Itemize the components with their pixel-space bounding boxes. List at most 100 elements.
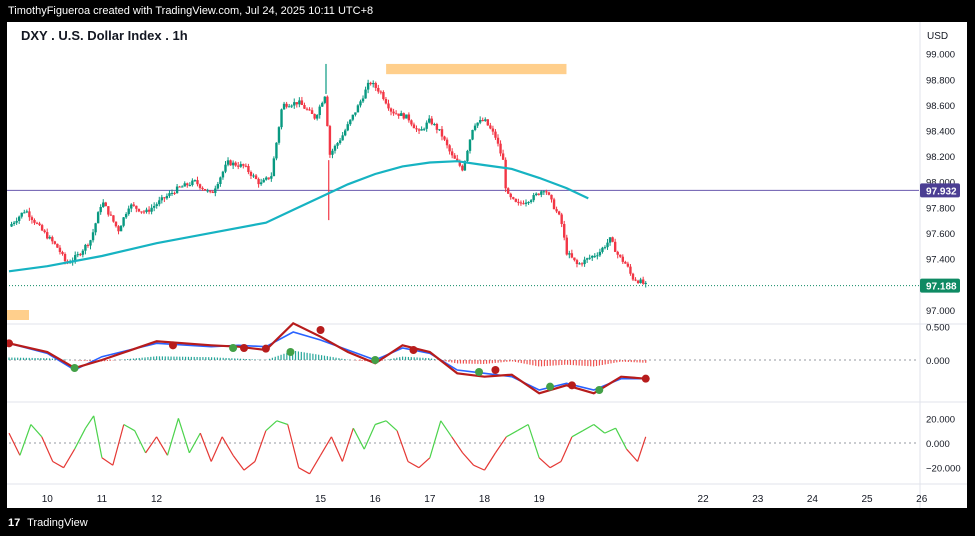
candle-body <box>124 213 128 218</box>
oscillator-segment <box>549 460 562 469</box>
candle-body <box>33 219 36 223</box>
candle-body <box>501 153 505 160</box>
candle-body <box>206 190 209 192</box>
candle-body <box>132 204 135 206</box>
oscillator-segment <box>112 424 125 466</box>
candle-body <box>394 113 398 115</box>
moving-average-line <box>8 160 589 273</box>
snapshot-caption: TimothyFigueroa created with TradingView… <box>0 0 975 22</box>
candle-body <box>216 184 220 189</box>
oscillator-segment <box>254 430 267 462</box>
candle-body <box>453 155 456 159</box>
candle-body <box>303 104 306 109</box>
macd-cross-marker <box>286 348 295 356</box>
candle-body <box>15 220 18 223</box>
candle-body <box>547 192 551 195</box>
candle-body <box>209 190 212 192</box>
candle-body <box>173 192 176 194</box>
candle-body <box>290 105 293 107</box>
candle-body <box>234 162 237 166</box>
oscillator-tick-label: −20.000 <box>926 464 961 475</box>
candle-body <box>323 96 327 103</box>
candle-body <box>532 195 535 201</box>
candle-body <box>262 179 265 183</box>
candle-body <box>79 254 82 256</box>
candle-body <box>463 160 467 171</box>
candle-body <box>226 160 230 165</box>
oscillator-segment <box>527 424 540 458</box>
candle-body <box>155 204 158 206</box>
macd-cross-marker <box>641 374 650 383</box>
candle-body <box>351 114 355 120</box>
oscillator-segment <box>516 423 529 432</box>
candle-body <box>519 202 523 204</box>
candle-body <box>529 200 533 203</box>
candle-body <box>486 119 490 126</box>
time-tick-label: 17 <box>424 494 436 505</box>
candle-body <box>476 122 479 126</box>
currency-label: USD <box>927 31 948 42</box>
candle-body <box>12 222 16 224</box>
candle-body <box>641 279 645 284</box>
oscillator-segment <box>494 436 507 454</box>
oscillator-segment <box>210 436 223 462</box>
candle-body <box>257 178 260 185</box>
candle-body <box>102 202 105 207</box>
candle-body <box>384 99 388 104</box>
candle-body <box>229 160 232 166</box>
tradingview-footer: 17 TradingView <box>0 510 975 536</box>
oscillator-segment <box>309 455 322 475</box>
oscillator-segment <box>593 424 606 434</box>
oscillator-segment <box>287 424 300 468</box>
time-tick-label: 23 <box>752 494 764 505</box>
candle-body <box>191 180 194 186</box>
candle-body <box>326 96 329 127</box>
candle-body <box>412 124 416 129</box>
candle-body <box>506 188 510 194</box>
oscillator-segment <box>134 430 147 454</box>
candle-body <box>46 232 49 239</box>
candle-body <box>63 254 67 262</box>
candle-body <box>369 82 372 85</box>
candle-body <box>38 223 41 226</box>
candle-body <box>48 237 51 239</box>
candle-body <box>445 139 449 146</box>
chart-canvas[interactable]: 97.00097.20097.40097.60097.80098.00098.2… <box>5 22 967 508</box>
candle-body <box>557 211 561 215</box>
oscillator-segment <box>407 460 420 469</box>
price-label-tag <box>920 278 960 293</box>
candle-body <box>328 126 332 155</box>
candle-body <box>168 193 171 196</box>
candle-body <box>440 129 444 137</box>
macd-cross-marker <box>567 381 576 390</box>
candle-body <box>318 106 321 116</box>
candle-body <box>552 199 556 210</box>
candle-body <box>450 151 454 156</box>
candle-body <box>86 244 90 246</box>
candle-body <box>275 142 278 159</box>
oscillator-segment <box>330 436 343 462</box>
candle-body <box>198 184 202 188</box>
axis-layer: 97.00097.20097.40097.60097.80098.00098.2… <box>42 50 961 505</box>
candle-body <box>608 237 612 243</box>
candle-body <box>10 223 13 227</box>
candle-body <box>336 143 339 146</box>
price-tick-label: 98.400 <box>926 127 955 138</box>
oscillator-segment <box>41 436 54 462</box>
oscillator-segment <box>30 424 43 438</box>
candle-body <box>298 100 301 105</box>
candle-body <box>270 176 273 179</box>
candle-body <box>175 186 179 194</box>
oscillator-segment <box>101 457 114 466</box>
candle-body <box>211 191 214 193</box>
oscillator-segment <box>52 460 64 469</box>
candle-body <box>196 180 199 185</box>
candle-body <box>338 140 342 144</box>
time-tick-label: 16 <box>370 494 382 505</box>
candle-body <box>382 91 385 100</box>
candle-body <box>568 253 571 255</box>
macd-cross-marker <box>595 386 604 394</box>
candle-body <box>130 204 133 209</box>
candle-body <box>76 254 79 256</box>
